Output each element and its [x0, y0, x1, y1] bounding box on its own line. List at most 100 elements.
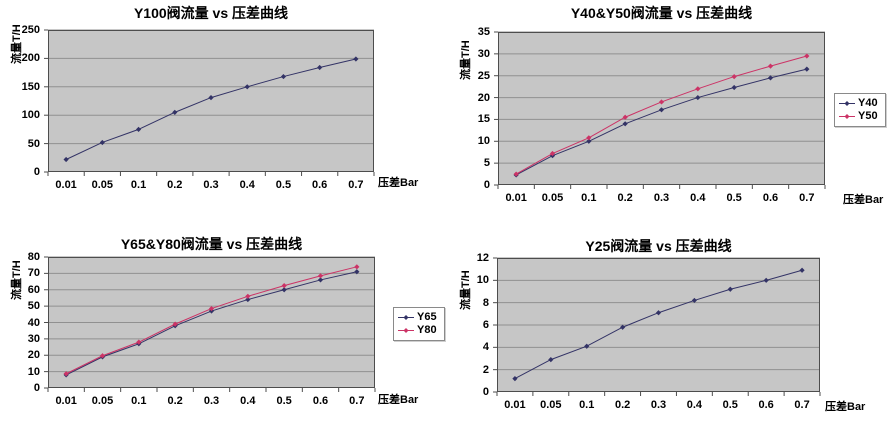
- x-tick-label: 0.01: [504, 399, 526, 411]
- legend-label: Y80: [417, 324, 437, 336]
- y-tick-label: 8: [482, 296, 489, 309]
- legend-marker-icon: [398, 315, 414, 320]
- y-tick-label: 0: [33, 382, 40, 394]
- data-point-marker: [99, 139, 105, 146]
- x-tick-label: 0.1: [581, 192, 597, 204]
- y-tick-label: 25: [477, 69, 490, 82]
- data-point-marker: [63, 156, 69, 163]
- x-axis-title: 压差Bar: [378, 394, 419, 406]
- chart-title: Y25阀流量 vs 压差曲线: [585, 238, 732, 254]
- x-tick-label: 0.1: [131, 395, 147, 407]
- data-point-marker: [804, 53, 810, 59]
- plot-area: [44, 256, 376, 392]
- data-point-marker: [317, 273, 324, 279]
- y-tick-label: 50: [27, 137, 40, 150]
- chart-title: Y65&Y80阀流量 vs 压差曲线: [120, 236, 303, 252]
- data-point-marker: [658, 107, 665, 113]
- y-tick-label: 200: [21, 52, 40, 65]
- data-point-marker: [655, 310, 662, 316]
- x-tick-label: 0.7: [348, 179, 364, 191]
- y-tick-label: 35: [477, 26, 490, 38]
- legend: Y40 Y50: [834, 93, 886, 127]
- chart-title: Y40&Y50阀流量 vs 压差曲线: [570, 5, 753, 21]
- y-tick-label: 10: [477, 135, 490, 148]
- x-tick-label: 0.05: [91, 395, 114, 407]
- y-tick-label: 10: [476, 274, 489, 287]
- legend-label: Y40: [858, 97, 878, 109]
- x-tick-label: 0.3: [203, 395, 220, 407]
- y-tick-label: 6: [482, 319, 489, 331]
- y-tick-label: 20: [477, 91, 490, 104]
- x-tick-label: 0.1: [130, 179, 147, 191]
- data-point-marker: [620, 324, 626, 330]
- x-tick-label: 0.1: [579, 399, 595, 411]
- data-point-marker: [281, 283, 287, 289]
- legend-marker-icon: [839, 114, 855, 119]
- x-tick-label: 0.7: [799, 192, 815, 204]
- y-tick-label: 15: [477, 113, 490, 126]
- data-point-marker: [317, 64, 323, 71]
- x-tick-label: 0.6: [758, 399, 774, 411]
- x-tick-label: 0.7: [349, 395, 365, 407]
- data-point-marker: [172, 321, 178, 327]
- y-tick-label: 0: [33, 166, 40, 178]
- x-tick-label: 0.05: [91, 179, 114, 191]
- data-point-marker: [353, 56, 359, 62]
- legend-entry-y65: Y65: [398, 311, 437, 324]
- y-tick-label: 60: [27, 283, 40, 296]
- x-tick-label: 0.4: [239, 179, 255, 191]
- x-tick-label: 0.05: [541, 192, 564, 204]
- x-tick-label: 0.6: [312, 179, 328, 191]
- x-tick-label: 0.3: [653, 192, 670, 204]
- x-tick-label: 0.05: [540, 399, 562, 411]
- x-tick-label: 0.6: [762, 192, 779, 204]
- chart-y25: Y25阀流量 vs 压差曲线 流量T/H 压差Bar 0 2 4 6 8 10 12 0.01…: [440, 228, 888, 433]
- legend-entry-y80: Y80: [398, 324, 437, 337]
- data-point-marker: [658, 99, 665, 105]
- x-tick-label: 0.7: [794, 399, 810, 411]
- data-point-marker: [172, 109, 178, 115]
- x-tick-label: 0.01: [55, 395, 77, 407]
- plot-canvas: [44, 256, 376, 392]
- plot-canvas: [494, 31, 826, 189]
- x-tick-label: 0.4: [690, 192, 706, 204]
- data-point-marker: [280, 73, 287, 80]
- x-tick-label: 0.2: [167, 395, 183, 407]
- chart-y100: Y100阀流量 vs 压差曲线 流量T/H 压差Bar 0 50 100 150 200…: [0, 0, 440, 228]
- data-point-marker: [244, 84, 250, 90]
- y-tick-label: 4: [482, 341, 489, 354]
- legend-marker-icon: [839, 101, 855, 106]
- y-tick-label: 12: [476, 252, 489, 264]
- y-tick-label: 10: [27, 365, 40, 378]
- x-axis-title: 压差Bar: [378, 177, 419, 189]
- data-point-marker: [317, 277, 324, 283]
- x-tick-label: 0.01: [505, 192, 527, 204]
- data-point-marker: [549, 150, 556, 157]
- x-tick-label: 0.5: [275, 179, 292, 191]
- data-point-marker: [767, 75, 774, 81]
- y-tick-label: 50: [27, 300, 40, 313]
- x-tick-label: 0.3: [203, 179, 219, 191]
- y-tick-label: 150: [21, 80, 40, 93]
- data-point-marker: [208, 94, 214, 101]
- y-tick-label: 0: [483, 179, 490, 191]
- y-tick-label: 80: [27, 251, 40, 263]
- x-tick-label: 0.2: [614, 399, 631, 411]
- x-axis-title: 压差Bar: [843, 194, 884, 206]
- y-tick-label: 2: [482, 363, 489, 376]
- y-tick-label: 5: [483, 157, 490, 170]
- x-tick-label: 0.4: [240, 395, 256, 407]
- y-tick-label: 0: [482, 386, 489, 398]
- y-tick-label: 40: [27, 316, 40, 329]
- x-tick-label: 0.5: [722, 399, 738, 411]
- x-tick-label: 0.5: [276, 395, 292, 407]
- data-point-marker: [281, 287, 287, 293]
- data-point-marker: [763, 277, 769, 283]
- data-point-marker: [767, 63, 774, 69]
- legend-entry-y50: Y50: [839, 110, 878, 123]
- y-tick-label: 20: [27, 349, 40, 362]
- x-tick-label: 0.2: [617, 192, 633, 204]
